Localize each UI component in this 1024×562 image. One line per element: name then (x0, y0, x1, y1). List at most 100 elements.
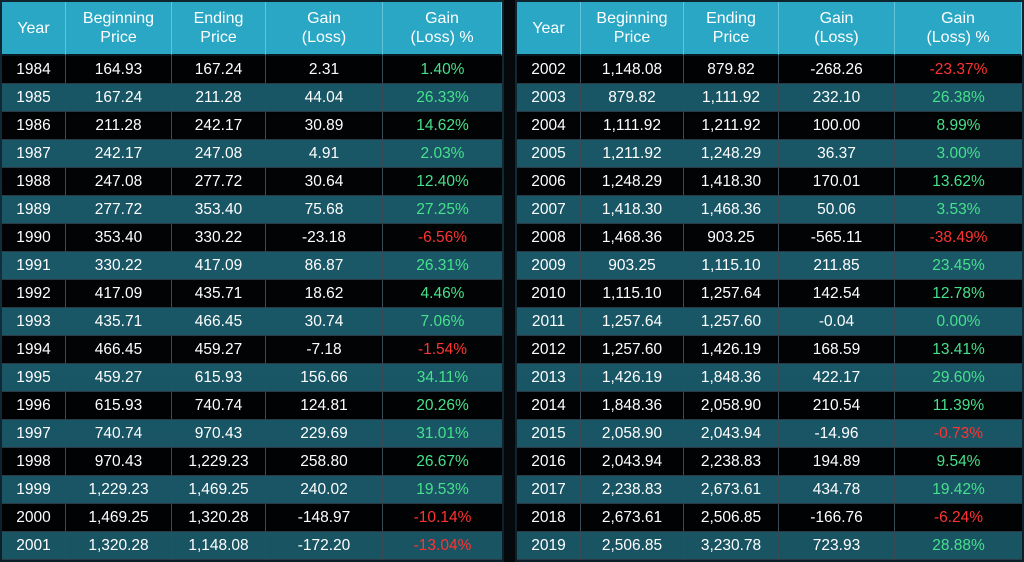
cell-ending-price: 1,115.10 (684, 252, 779, 280)
cell-year: 2009 (517, 252, 581, 280)
cell-beginning-price: 247.08 (66, 168, 172, 196)
cell-beginning-price: 615.93 (66, 392, 172, 420)
cell-ending-price: 459.27 (172, 336, 266, 364)
cell-beginning-price: 1,111.92 (581, 112, 684, 140)
cell-ending-price: 466.45 (172, 308, 266, 336)
cell-year: 2004 (517, 112, 581, 140)
cell-gain-loss: 30.64 (266, 168, 383, 196)
cell-gain-loss-pct: 13.62% (895, 168, 1022, 196)
cell-ending-price: 247.08 (172, 140, 266, 168)
cell-gain-loss-pct: 19.53% (383, 476, 502, 504)
cell-ending-price: 1,468.36 (684, 196, 779, 224)
cell-ending-price: 2,673.61 (684, 476, 779, 504)
cell-gain-loss: -148.97 (266, 504, 383, 532)
cell-gain-loss: 30.74 (266, 308, 383, 336)
cell-year: 1987 (2, 140, 66, 168)
cell-year: 1997 (2, 420, 66, 448)
cell-year: 2011 (517, 308, 581, 336)
cell-gain-loss: 156.66 (266, 364, 383, 392)
cell-beginning-price: 330.22 (66, 252, 172, 280)
cell-gain-loss-pct: 0.00% (895, 308, 1022, 336)
cell-year: 1995 (2, 364, 66, 392)
cell-ending-price: 1,426.19 (684, 336, 779, 364)
cell-beginning-price: 164.93 (66, 56, 172, 84)
cell-gain-loss-pct: 1.40% (383, 56, 502, 84)
cell-ending-price: 330.22 (172, 224, 266, 252)
table-divider (504, 0, 515, 562)
cell-gain-loss-pct: -23.37% (895, 56, 1022, 84)
header-gain-loss: Gain (Loss) (266, 2, 383, 56)
cell-beginning-price: 466.45 (66, 336, 172, 364)
cell-gain-loss: 86.87 (266, 252, 383, 280)
cell-gain-loss: 142.54 (779, 280, 895, 308)
header-year: Year (517, 2, 581, 56)
header-ending-price: Ending Price (684, 2, 779, 56)
cell-gain-loss: -172.20 (266, 532, 383, 560)
cell-year: 1990 (2, 224, 66, 252)
cell-beginning-price: 1,248.29 (581, 168, 684, 196)
cell-gain-loss-pct: -6.56% (383, 224, 502, 252)
cell-gain-loss-pct: 26.33% (383, 84, 502, 112)
cell-year: 2000 (2, 504, 66, 532)
cell-year: 2018 (517, 504, 581, 532)
cell-gain-loss-pct: -1.54% (383, 336, 502, 364)
cell-gain-loss-pct: -10.14% (383, 504, 502, 532)
cell-gain-loss-pct: 34.11% (383, 364, 502, 392)
cell-ending-price: 903.25 (684, 224, 779, 252)
cell-gain-loss: -166.76 (779, 504, 895, 532)
cell-gain-loss: 170.01 (779, 168, 895, 196)
cell-gain-loss: 18.62 (266, 280, 383, 308)
cell-gain-loss-pct: 3.00% (895, 140, 1022, 168)
cell-ending-price: 277.72 (172, 168, 266, 196)
cell-gain-loss-pct: -6.24% (895, 504, 1022, 532)
cell-beginning-price: 2,043.94 (581, 448, 684, 476)
cell-ending-price: 1,148.08 (172, 532, 266, 560)
cell-beginning-price: 2,673.61 (581, 504, 684, 532)
cell-gain-loss: 434.78 (779, 476, 895, 504)
cell-gain-loss-pct: 11.39% (895, 392, 1022, 420)
header-year: Year (2, 2, 66, 56)
cell-gain-loss: 2.31 (266, 56, 383, 84)
cell-gain-loss: 258.80 (266, 448, 383, 476)
cell-gain-loss-pct: 14.62% (383, 112, 502, 140)
cell-gain-loss: 194.89 (779, 448, 895, 476)
cell-beginning-price: 1,418.30 (581, 196, 684, 224)
cell-gain-loss-pct: 27.25% (383, 196, 502, 224)
cell-ending-price: 3,230.78 (684, 532, 779, 560)
cell-beginning-price: 277.72 (66, 196, 172, 224)
cell-year: 2003 (517, 84, 581, 112)
cell-gain-loss: -0.04 (779, 308, 895, 336)
header-gain-loss: Gain (Loss) (779, 2, 895, 56)
cell-ending-price: 1,469.25 (172, 476, 266, 504)
cell-gain-loss-pct: 20.26% (383, 392, 502, 420)
cell-year: 1986 (2, 112, 66, 140)
cell-beginning-price: 879.82 (581, 84, 684, 112)
cell-gain-loss-pct: 9.54% (895, 448, 1022, 476)
cell-year: 1999 (2, 476, 66, 504)
cell-gain-loss: 44.04 (266, 84, 383, 112)
cell-beginning-price: 1,469.25 (66, 504, 172, 532)
cell-gain-loss: 168.59 (779, 336, 895, 364)
cell-ending-price: 1,111.92 (684, 84, 779, 112)
cell-gain-loss: -14.96 (779, 420, 895, 448)
cell-gain-loss-pct: 13.41% (895, 336, 1022, 364)
cell-ending-price: 2,058.90 (684, 392, 779, 420)
cell-gain-loss: 30.89 (266, 112, 383, 140)
cell-ending-price: 615.93 (172, 364, 266, 392)
cell-ending-price: 435.71 (172, 280, 266, 308)
cell-ending-price: 1,257.64 (684, 280, 779, 308)
cell-ending-price: 2,238.83 (684, 448, 779, 476)
cell-beginning-price: 903.25 (581, 252, 684, 280)
cell-year: 1994 (2, 336, 66, 364)
cell-gain-loss: -565.11 (779, 224, 895, 252)
cell-year: 1993 (2, 308, 66, 336)
cell-year: 2017 (517, 476, 581, 504)
cell-year: 1991 (2, 252, 66, 280)
cell-gain-loss-pct: -38.49% (895, 224, 1022, 252)
cell-beginning-price: 1,848.36 (581, 392, 684, 420)
cell-gain-loss: 50.06 (779, 196, 895, 224)
cell-year: 2016 (517, 448, 581, 476)
cell-gain-loss-pct: 23.45% (895, 252, 1022, 280)
cell-beginning-price: 459.27 (66, 364, 172, 392)
cell-ending-price: 879.82 (684, 56, 779, 84)
